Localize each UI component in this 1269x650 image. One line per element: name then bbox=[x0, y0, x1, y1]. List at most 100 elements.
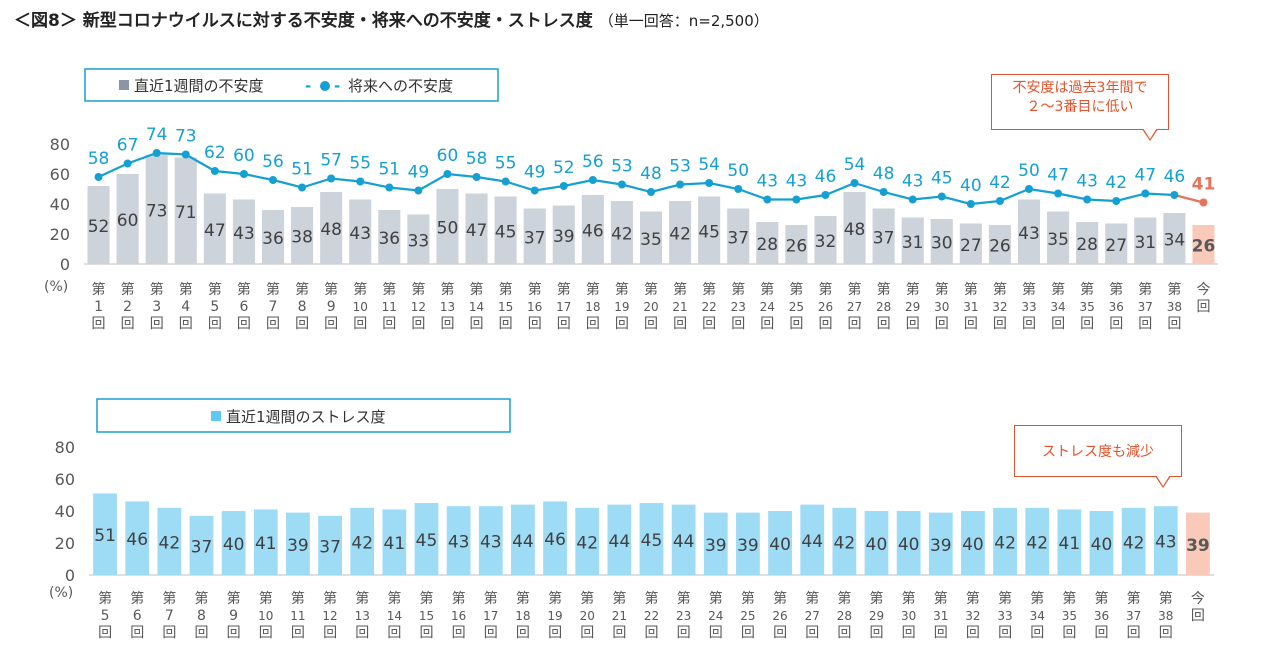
future-point-label-0: 58 bbox=[88, 149, 110, 169]
anxiety-bar-38 bbox=[1192, 225, 1215, 264]
anxiety-bar-33 bbox=[1047, 211, 1070, 264]
x-tick-label-part: 22 bbox=[644, 609, 659, 623]
x-tick-label-part: 16 bbox=[527, 300, 542, 314]
anxiety-bar-11 bbox=[407, 214, 430, 264]
x-tick-label-part: 第 bbox=[906, 281, 920, 298]
x-tick-label-24: 第 29 回 bbox=[869, 590, 884, 641]
stress-bar-label-30: 41 bbox=[1059, 534, 1081, 554]
stress-bar-label-6: 39 bbox=[287, 536, 309, 556]
x-tick-label-part: 回 bbox=[805, 625, 819, 641]
future-point-26 bbox=[850, 179, 859, 187]
x-tick-label-part: 6 bbox=[239, 299, 248, 315]
x-tick-label-part: 10 bbox=[258, 609, 273, 623]
stress-bar-3 bbox=[189, 515, 214, 575]
y-tick-label-4: 80 bbox=[55, 438, 75, 457]
x-tick-label-part: 回 bbox=[266, 316, 280, 332]
x-tick-label-18: 第 19 回 bbox=[614, 281, 629, 332]
stress-bar-5 bbox=[253, 509, 278, 575]
stress-bar-15 bbox=[575, 507, 600, 575]
x-tick-label-part: 34 bbox=[1030, 609, 1045, 623]
anxiety-bar-label-26: 48 bbox=[844, 220, 866, 240]
x-tick-label-part: 第 bbox=[760, 281, 774, 298]
x-tick-label-part: 第 bbox=[998, 590, 1012, 607]
stress-bar-label-3: 37 bbox=[191, 537, 213, 557]
anxiety-bar-1 bbox=[116, 174, 139, 264]
x-tick-label-part: 7 bbox=[165, 608, 174, 624]
x-tick-label-part: 21 bbox=[672, 300, 687, 314]
anxiety-bar-30 bbox=[959, 223, 982, 264]
x-tick-label-27: 第 32 回 bbox=[965, 590, 980, 641]
future-point-label-3: 73 bbox=[175, 127, 197, 147]
x-tick-label-part: 第 bbox=[295, 281, 309, 298]
x-tick-label-part: 第 bbox=[870, 590, 884, 607]
anxiety-bar-label-31: 26 bbox=[989, 237, 1011, 257]
anxiety-bar-32 bbox=[1017, 199, 1041, 264]
x-tick-label-part: 19 bbox=[547, 609, 562, 623]
anxiety-bar-35 bbox=[1105, 223, 1128, 264]
x-tick-label-part: 第 bbox=[818, 281, 832, 298]
stress-bar-27 bbox=[961, 511, 985, 575]
future-point-36 bbox=[1141, 189, 1150, 198]
x-tick-label-part: 21 bbox=[612, 609, 627, 623]
x-tick-label-part: 第 bbox=[98, 590, 112, 607]
x-tick-label-part: 第 bbox=[1080, 281, 1094, 298]
x-tick-label-part: 20 bbox=[580, 609, 595, 623]
future-point-14 bbox=[501, 177, 510, 186]
future-point-label-26: 54 bbox=[844, 155, 866, 175]
x-tick-label-part: 第 bbox=[645, 590, 659, 607]
anxiety-bar-23 bbox=[756, 222, 779, 264]
x-tick-label-part: 11 bbox=[290, 609, 305, 623]
future-point-3 bbox=[181, 150, 190, 159]
stress-bar-4 bbox=[221, 511, 246, 575]
future-point-label-23: 43 bbox=[756, 172, 778, 192]
future-point-label-6: 56 bbox=[262, 152, 284, 172]
future-point-label-33: 47 bbox=[1047, 166, 1069, 186]
stress-bar-24 bbox=[864, 511, 889, 575]
x-tick-label-part: 回 bbox=[731, 316, 745, 332]
y-tick-label-1: 20 bbox=[55, 534, 75, 553]
x-tick-label-part: 38 bbox=[1167, 300, 1182, 314]
x-tick-label-15: 第 20 回 bbox=[580, 590, 595, 641]
anxiety-bar-26 bbox=[843, 192, 866, 264]
x-tick-label-part: 第 bbox=[195, 590, 209, 607]
y-tick-label-0: 0 bbox=[60, 255, 70, 274]
future-point-7 bbox=[298, 183, 307, 192]
future-point-10 bbox=[385, 183, 394, 192]
x-tick-label-part: 第 bbox=[586, 281, 600, 298]
future-point-13 bbox=[472, 173, 481, 181]
stress-bar-label-24: 40 bbox=[866, 535, 888, 555]
stress-bar-18 bbox=[671, 504, 696, 575]
x-tick-label-part: 第 bbox=[1138, 281, 1152, 298]
x-tick-label-17: 第 18 回 bbox=[585, 281, 600, 332]
anxiety-callout: 不安度は過去3年間で ２～3番目に低い bbox=[991, 74, 1169, 141]
x-tick-label-part: 第 bbox=[355, 590, 369, 607]
x-tick-label-part: 回 bbox=[615, 316, 629, 332]
anxiety-bar-7 bbox=[291, 207, 314, 264]
stress-bar-label-9: 41 bbox=[384, 534, 406, 554]
x-tick-label-9: 第 14 回 bbox=[387, 590, 402, 641]
anxiety-bar-label-20: 42 bbox=[669, 225, 691, 245]
x-tick-label-part: 19 bbox=[614, 300, 629, 314]
future-point-37 bbox=[1170, 191, 1179, 199]
future-point-4 bbox=[210, 167, 219, 175]
anxiety-bar-label-36: 31 bbox=[1134, 233, 1156, 253]
future-point-label-2: 74 bbox=[146, 125, 168, 145]
x-tick-label-part: 回 bbox=[355, 625, 369, 641]
anxiety-bar-27 bbox=[872, 208, 895, 264]
x-tick-label-part: 第 bbox=[612, 590, 626, 607]
x-tick-label-part: 第 bbox=[1030, 590, 1044, 607]
stress-bar-13 bbox=[511, 504, 535, 575]
stress-bar-22 bbox=[800, 504, 825, 575]
future-point-23 bbox=[763, 195, 772, 204]
future-point-34 bbox=[1083, 195, 1092, 204]
future-point-label-34: 43 bbox=[1076, 172, 1098, 192]
x-tick-label-part: 第 bbox=[470, 281, 484, 298]
anxiety-bar-36 bbox=[1134, 217, 1157, 264]
y-tick-label-3: 60 bbox=[50, 165, 70, 184]
x-tick-label-part: 30 bbox=[901, 609, 916, 623]
